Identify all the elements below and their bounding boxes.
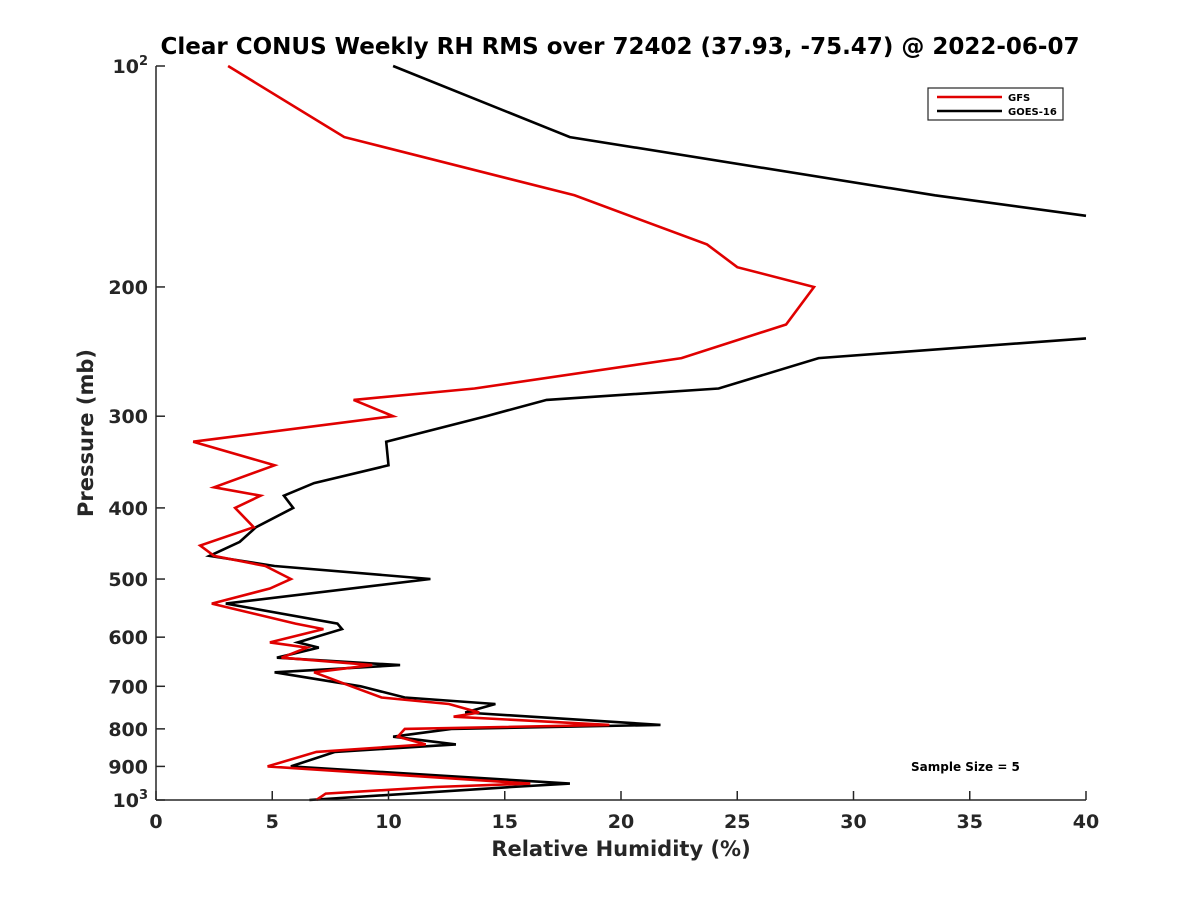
- x-tick-label: 25: [724, 811, 750, 833]
- y-tick-label: 300: [108, 406, 148, 428]
- y-tick-label: 103: [113, 788, 149, 812]
- series-line-gfs: [192, 64, 817, 802]
- y-tick-label: 500: [108, 569, 148, 591]
- legend-label-goes16: GOES-16: [1008, 107, 1057, 118]
- y-tick-label: 900: [108, 756, 148, 778]
- legend: GFS GOES-16: [927, 87, 1064, 121]
- legend-box: [927, 87, 1064, 121]
- y-tick-label: 102: [113, 54, 149, 78]
- y-tick-label: 400: [108, 498, 148, 520]
- series-line-goes-16: [392, 64, 1087, 218]
- y-tick-label: 800: [108, 719, 148, 741]
- legend-label-gfs: GFS: [1008, 93, 1030, 104]
- plot-area: [156, 64, 1087, 802]
- y-ticks: 102 200 300 400 500 600 700 800 900 103: [108, 54, 165, 812]
- y-tick-label: 200: [108, 277, 148, 299]
- sample-size-annotation: Sample Size = 5: [911, 760, 1020, 774]
- x-tick-label: 30: [840, 811, 866, 833]
- x-tick-label: 5: [266, 811, 279, 833]
- series-layer: [192, 64, 1087, 802]
- y-axis-label: Pressure (mb): [74, 349, 98, 517]
- x-tick-label: 10: [375, 811, 401, 833]
- x-tick-label: 20: [608, 811, 634, 833]
- x-tick-label: 15: [492, 811, 518, 833]
- x-axis-label: Relative Humidity (%): [491, 837, 750, 861]
- axes-layer: 0 5 10 15 20 25 30 35 40 102 200 300 400 500 600 700 80…: [108, 54, 1099, 833]
- x-ticks: 0 5 10 15 20 25 30 35 40: [149, 791, 1099, 833]
- x-tick-label: 0: [149, 811, 162, 833]
- chart-title: Clear CONUS Weekly RH RMS over 72402 (37…: [161, 34, 1080, 60]
- y-tick-label: 700: [108, 676, 148, 698]
- y-tick-label: 600: [108, 627, 148, 649]
- x-tick-label: 40: [1073, 811, 1099, 833]
- x-tick-label: 35: [957, 811, 983, 833]
